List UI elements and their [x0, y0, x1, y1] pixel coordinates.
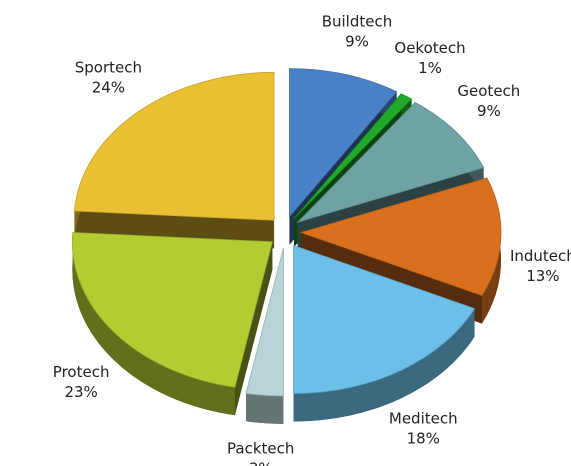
- slice-value-label: 9%: [477, 102, 501, 120]
- slice-label: Meditech: [389, 409, 458, 427]
- slice-label: Indutech: [510, 247, 571, 265]
- slice: [74, 71, 275, 249]
- slice-top: [74, 71, 275, 221]
- slice-label: Protech: [53, 363, 110, 381]
- slice: [245, 247, 284, 424]
- slice-label: Oekotech: [394, 39, 465, 57]
- slice-value-label: 9%: [345, 32, 369, 50]
- slice-side: [234, 241, 273, 416]
- slice-label: Packtech: [227, 440, 294, 458]
- slice-value-label: 23%: [64, 383, 97, 401]
- slice-top: [293, 244, 476, 394]
- slice: [71, 232, 273, 416]
- slice-label: Buildtech: [322, 12, 393, 30]
- slice-top: [293, 93, 413, 220]
- slice-value-label: 24%: [92, 79, 125, 97]
- slice-top: [296, 101, 485, 224]
- slice-wall: [293, 308, 475, 422]
- slice-value-label: 13%: [526, 267, 559, 285]
- slice-value-label: 1%: [418, 59, 442, 77]
- slice: [299, 177, 502, 324]
- slice: [293, 244, 476, 422]
- slice-top: [289, 68, 398, 218]
- slice-wall: [72, 232, 235, 416]
- slice-label: Geotech: [457, 82, 520, 100]
- slice-value-label: 3%: [249, 460, 273, 466]
- slice-label: Sportech: [75, 59, 142, 77]
- slice-top: [71, 232, 273, 388]
- slice-wall: [246, 393, 284, 424]
- slice-top: [299, 177, 502, 296]
- slice-top: [245, 247, 284, 397]
- slice-value-label: 18%: [407, 429, 440, 447]
